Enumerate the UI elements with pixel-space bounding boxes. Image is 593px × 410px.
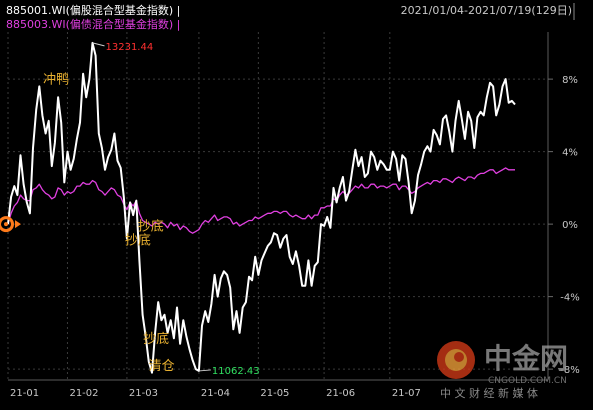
max-value-label: 13231.44 <box>106 42 154 53</box>
current-value-marker[interactable] <box>0 216 21 233</box>
y-tick-label: 0% <box>562 220 578 231</box>
date-range-label: 2021/01/04-2021/07/19(129日) <box>401 4 572 17</box>
watermark: 中金网 CNGOLD.COM.CN 中 文 财 经 新 媒 体 <box>437 341 568 400</box>
y-tick-label: 8% <box>562 75 578 86</box>
x-tick-label: 21-04 <box>201 388 230 399</box>
y-tick-label: -8% <box>560 365 579 376</box>
x-tick-label: 21-06 <box>326 388 355 399</box>
marker-ring-icon[interactable] <box>0 216 14 233</box>
annotation-label: 清仓 <box>149 359 175 374</box>
y-tick-labels: 8% 4% 0% -4% -8% <box>560 75 579 376</box>
x-tick-label: 21-05 <box>260 388 289 399</box>
extreme-leader-line <box>198 369 211 372</box>
watermark-subtitle: 中 文 财 经 新 媒 体 <box>440 386 538 400</box>
x-tick-label: 21-02 <box>69 388 98 399</box>
series-line-885003[interactable] <box>7 167 515 234</box>
y-tick-label: 4% <box>562 148 578 159</box>
min-value-label: 11062.43 <box>212 366 260 377</box>
x-tick-label: 21-07 <box>392 388 421 399</box>
y-tick-label: -4% <box>560 293 579 304</box>
x-tick-label: 21-01 <box>10 388 39 399</box>
annotation-label: 抄底 <box>138 218 164 234</box>
legend-series-2[interactable]: 885003.WI(偏债混合型基金指数) | <box>6 17 180 31</box>
x-tick-label: 21-03 <box>129 388 158 399</box>
x-tick-labels: 21-01 21-02 21-03 21-04 21-05 21-06 21-07 <box>10 388 421 399</box>
annotation-label: 抄底 <box>143 331 169 347</box>
watermark-domain: CNGOLD.COM.CN <box>488 376 567 386</box>
annotation-label: 抄底 <box>125 233 151 249</box>
extreme-leader-line <box>92 42 105 47</box>
marker-arrow-icon <box>15 220 21 229</box>
annotation-label: 冲鸭 <box>43 73 69 88</box>
marker-dot-icon <box>4 222 8 227</box>
legend-series-1[interactable]: 885001.WI(偏股混合型基金指数) | <box>6 3 180 17</box>
watermark-name: 中金网 <box>484 342 568 375</box>
